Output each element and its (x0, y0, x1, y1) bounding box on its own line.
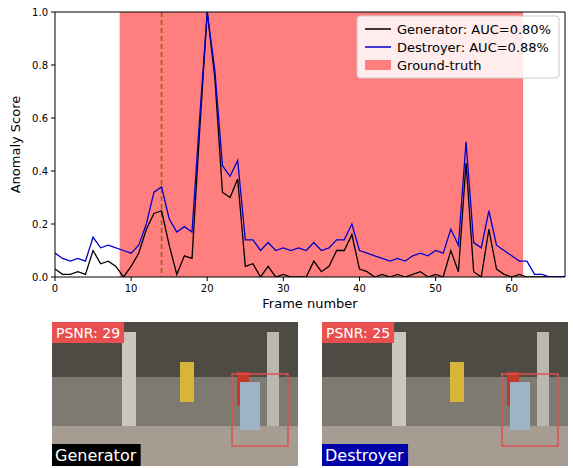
x-axis-title: Frame number (262, 296, 358, 311)
x-tick (511, 277, 512, 281)
image-panel: PSNR: 25 Destroyer (322, 322, 568, 466)
scene-roof (52, 322, 298, 377)
y-axis-title: Anomaly Score (8, 96, 23, 194)
legend-label: Ground-truth (397, 58, 482, 73)
legend-swatch (365, 60, 391, 70)
psnr-bg (52, 322, 124, 343)
scene-person (450, 362, 464, 402)
plot-area (55, 12, 565, 277)
y-tick (51, 171, 55, 172)
legend: Generator: AUC=0.80% Destroyer: AUC=0.88%… (357, 16, 559, 78)
x-tick (55, 277, 56, 281)
x-tick (207, 277, 208, 281)
legend-box (357, 16, 559, 78)
psnr-bg (322, 322, 394, 343)
anomaly-box (232, 374, 288, 446)
y-tick-label: 0.6 (32, 113, 48, 124)
scene-person (510, 382, 530, 430)
y-tick (51, 277, 55, 278)
y-tick-label: 0.0 (32, 272, 48, 283)
legend-label: Generator: AUC=0.80% (397, 22, 551, 37)
x-tick (131, 277, 132, 281)
scene-wall (52, 322, 298, 466)
panel-label-bg (322, 444, 408, 466)
y-tick-label: 0.8 (32, 60, 48, 71)
y-tick-label: 0.2 (32, 219, 48, 230)
x-tick-label: 0 (52, 283, 58, 294)
series-line (55, 12, 565, 277)
series-line (55, 12, 565, 277)
anomaly-box (502, 374, 558, 446)
legend-swatch (365, 28, 391, 30)
x-tick-label: 30 (277, 283, 290, 294)
x-tick-label: 20 (201, 283, 214, 294)
legend-label: Destroyer: AUC=0.88% (397, 40, 549, 55)
y-tick (51, 118, 55, 119)
panel-label: Destroyer (325, 446, 404, 465)
y-tick (51, 12, 55, 13)
panel-label: Generator (55, 446, 137, 465)
scene-wall (322, 322, 568, 466)
x-tick (283, 277, 284, 281)
scene-roof (322, 322, 568, 377)
legend-swatch (365, 46, 391, 48)
y-tick-label: 1.0 (32, 7, 48, 18)
x-tick-label: 40 (353, 283, 366, 294)
frame-top (55, 12, 565, 13)
x-tick (435, 277, 436, 281)
current-frame-line (161, 12, 163, 277)
x-tick-label: 50 (429, 283, 442, 294)
y-tick (51, 65, 55, 66)
psnr-label: PSNR: 29 (56, 325, 120, 341)
scene-person (180, 362, 194, 402)
x-tick-label: 60 (505, 283, 518, 294)
psnr-label: PSNR: 25 (326, 325, 390, 341)
scene-person (240, 382, 260, 430)
x-tick-label: 10 (125, 283, 138, 294)
frame-right (565, 12, 566, 277)
x-tick (359, 277, 360, 281)
y-axis (55, 12, 56, 277)
image-panel: PSNR: 29 Generator (52, 322, 298, 466)
panel-label-bg (52, 444, 141, 466)
y-tick (51, 224, 55, 225)
y-tick-label: 0.4 (32, 166, 48, 177)
